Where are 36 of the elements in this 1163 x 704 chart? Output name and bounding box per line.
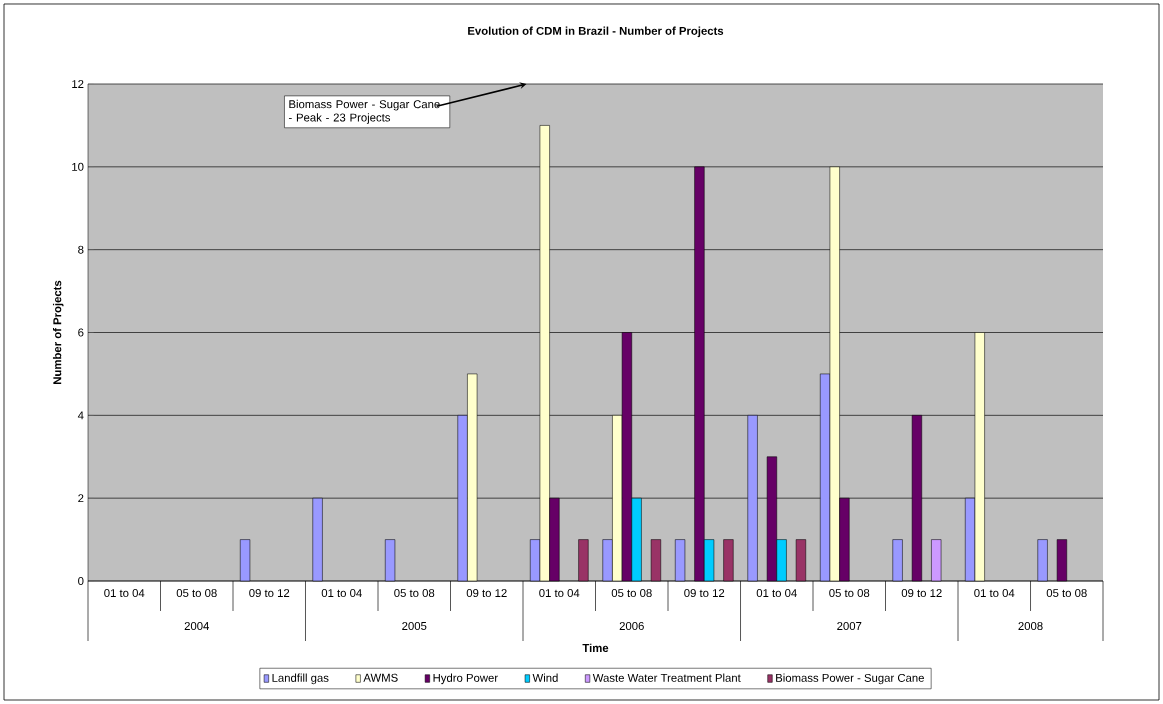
y-tick-label: 12 (72, 80, 84, 88)
legend-label: Landfill gas (272, 673, 329, 685)
x-tick-label: 09 to 12 (466, 589, 507, 598)
x-tick-label: 05 to 08 (611, 589, 652, 598)
x-tick-label: 01 to 04 (539, 589, 580, 598)
y-tick-label: 10 (72, 162, 84, 171)
legend-label: Hydro Power (433, 673, 498, 685)
x-tick-label: 01 to 04 (104, 589, 145, 598)
y-tick-label: 0 (78, 577, 84, 586)
text: 2006 (619, 622, 644, 631)
x-tick-label: 09 to 12 (684, 589, 725, 598)
x-tick-label: 05 to 08 (394, 589, 435, 598)
chart-title: Evolution of CDM in Brazil - Number of Projects (468, 26, 724, 38)
x-tick-label: 05 to 08 (829, 589, 870, 598)
x-tick-label: 01 to 04 (321, 589, 362, 598)
text: 2005 (402, 622, 427, 631)
legend-label: Wind (532, 673, 558, 682)
x-tick-label: 05 to 08 (1046, 589, 1087, 598)
text: 2008 (1018, 622, 1043, 631)
legend-label: AWMS (363, 673, 398, 682)
annotation: Biomass Power - Sugar Cane - Peak - 23 Projects (288, 99, 440, 124)
y-tick-label: 8 (78, 245, 84, 254)
y-tick-label: 4 (77, 411, 84, 420)
y-axis-title: Number of Projects (52, 280, 64, 385)
text: 2004 (184, 622, 210, 631)
x-tick-label: 09 to 12 (249, 589, 290, 598)
y-tick-label: 2 (78, 494, 84, 503)
x-tick-label: 05 to 08 (176, 589, 217, 598)
legend-label: Biomass Power - Sugar Cane (776, 673, 924, 685)
x-axis-title: Time (582, 643, 609, 653)
text: 2007 (837, 622, 862, 631)
x-tick-label: 01 to 04 (974, 589, 1015, 598)
x-tick-label: 09 to 12 (901, 589, 942, 598)
legend-label: Waste Water Treatment Plant (592, 673, 741, 682)
x-tick-label: 01 to 04 (756, 589, 797, 598)
y-tick-label: 6 (78, 328, 84, 337)
